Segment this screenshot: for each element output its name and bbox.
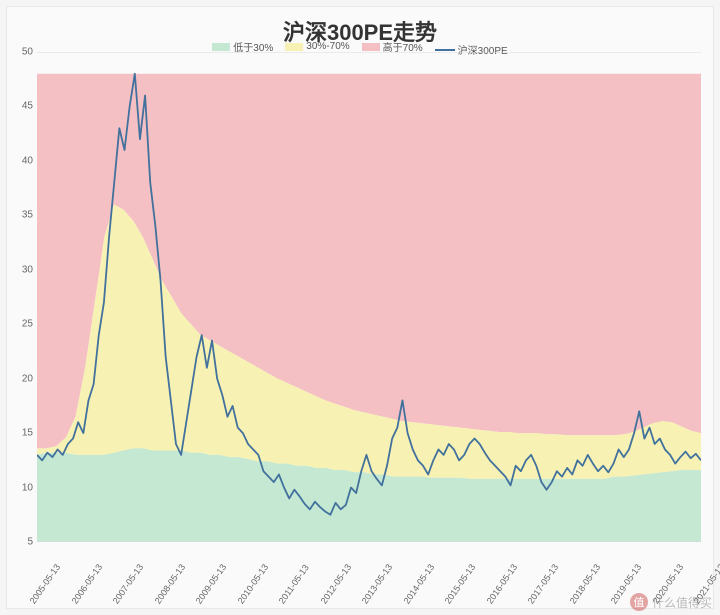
legend-swatch (212, 43, 230, 51)
x-tick-label: 2008-05-13 (152, 562, 187, 605)
x-tick-label: 2018-05-13 (567, 562, 602, 605)
y-tick-label: 10 (11, 482, 33, 493)
x-tick-label: 2012-05-13 (318, 562, 353, 605)
x-tick-label: 2005-05-13 (28, 562, 63, 605)
y-tick-label: 15 (11, 428, 33, 439)
chart-container: 沪深300PE走势 低于30%30%-70%高于70%沪深300PE 51015… (6, 6, 714, 609)
legend-swatch (435, 49, 455, 51)
plot-area (37, 52, 701, 542)
legend-item: 30%-70% (285, 41, 349, 52)
y-tick-label: 25 (11, 319, 33, 330)
legend-swatch (285, 43, 303, 51)
x-tick-label: 2007-05-13 (111, 562, 146, 605)
legend-label: 30%-70% (306, 41, 349, 52)
y-tick-label: 40 (11, 155, 33, 166)
y-tick-label: 45 (11, 101, 33, 112)
y-tick-label: 20 (11, 373, 33, 384)
y-tick-label: 5 (11, 537, 33, 548)
x-tick-label: 2021-05-13 (692, 562, 720, 605)
y-tick-label: 50 (11, 47, 33, 58)
x-tick-label: 2020-05-13 (650, 562, 685, 605)
x-tick-label: 2010-05-13 (235, 562, 270, 605)
x-tick-label: 2019-05-13 (609, 562, 644, 605)
x-tick-label: 2016-05-13 (484, 562, 519, 605)
x-tick-label: 2014-05-13 (401, 562, 436, 605)
chart-svg (37, 52, 701, 542)
x-tick-label: 2009-05-13 (194, 562, 229, 605)
y-tick-label: 35 (11, 210, 33, 221)
x-axis-labels: 2005-05-132006-05-132007-05-132008-05-13… (37, 542, 701, 604)
x-tick-label: 2015-05-13 (443, 562, 478, 605)
x-tick-label: 2013-05-13 (360, 562, 395, 605)
y-tick-label: 30 (11, 264, 33, 275)
y-axis-labels: 5101520253035404550 (11, 52, 33, 542)
x-tick-label: 2017-05-13 (526, 562, 561, 605)
x-tick-label: 2006-05-13 (69, 562, 104, 605)
x-tick-label: 2011-05-13 (277, 563, 311, 606)
legend-swatch (362, 43, 380, 51)
